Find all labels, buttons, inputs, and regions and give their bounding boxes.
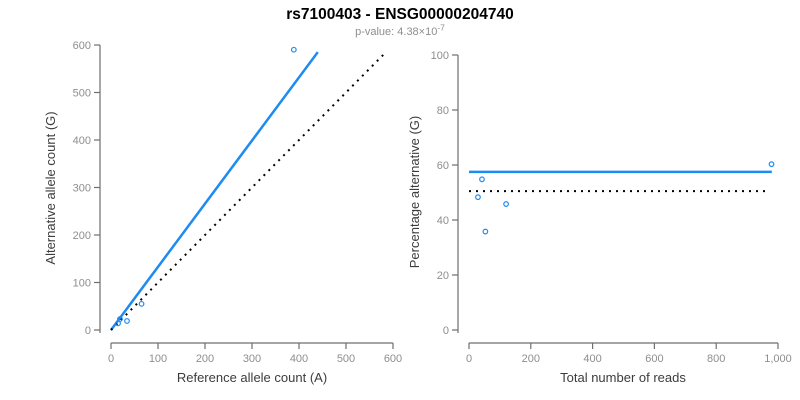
- x-tick-label: 1,000: [764, 353, 792, 365]
- y-tick-label: 20: [437, 270, 449, 282]
- y-tick-label: 100: [73, 278, 91, 290]
- x-tick-label: 400: [290, 353, 308, 365]
- y-tick-label: 100: [431, 50, 449, 62]
- data-point: [503, 201, 509, 207]
- data-point: [482, 228, 489, 235]
- x-tick-label: 600: [645, 353, 663, 365]
- scatter-allele-counts: 0 100 200 300 400 500 600 0 100 200 300 400 500 600 Re…: [43, 40, 402, 385]
- y-tick-label: 40: [437, 215, 449, 227]
- scatter-percentage-reads: 0 20 40 60 80 100 0 200 400 600 800 1,000 Total numb…: [407, 50, 792, 385]
- data-point: [138, 300, 145, 307]
- x-tick-label: 200: [522, 353, 540, 365]
- x-tick-label: 0: [108, 353, 114, 365]
- identity-line: [110, 51, 387, 331]
- x-tick-label: 300: [243, 353, 261, 365]
- data-point: [768, 161, 775, 168]
- y-tick-label: 300: [73, 183, 91, 195]
- x-tick-label: 600: [384, 353, 402, 365]
- pvalue-text: p-value: 4.38×10: [355, 26, 437, 38]
- y-axis-title: Percentage alternative (G): [407, 116, 422, 268]
- y-tick-label: 0: [443, 325, 449, 337]
- fit-line: [109, 51, 319, 331]
- x-tick-label: 100: [149, 353, 167, 365]
- data-point: [117, 316, 123, 322]
- y-tick-label: 600: [73, 40, 91, 52]
- data-point: [290, 46, 297, 53]
- figure-title: rs7100403 - ENSG00000204740: [286, 6, 514, 23]
- data-point: [479, 176, 485, 183]
- y-axis-title: Alternative allele count (G): [43, 111, 58, 264]
- x-tick-label: 800: [707, 353, 725, 365]
- y-tick-label: 200: [73, 230, 91, 242]
- pvalue-exponent: -7: [437, 23, 445, 33]
- y-tick-label: 400: [73, 135, 91, 147]
- x-axis-title: Reference allele count (A): [177, 370, 327, 385]
- x-tick-label: 0: [466, 353, 472, 365]
- x-axis-title: Total number of reads: [560, 370, 686, 385]
- x-tick-label: 200: [196, 353, 214, 365]
- figure-subtitle: p-value: 4.38×10-7: [355, 23, 445, 39]
- data-point: [475, 194, 481, 201]
- data-point: [124, 318, 130, 324]
- y-tick-label: 500: [73, 88, 91, 100]
- x-tick-label: 500: [337, 353, 355, 365]
- y-tick-label: 60: [437, 160, 449, 172]
- y-tick-label: 0: [85, 325, 91, 337]
- x-tick-label: 400: [583, 353, 601, 365]
- y-tick-label: 80: [437, 105, 449, 117]
